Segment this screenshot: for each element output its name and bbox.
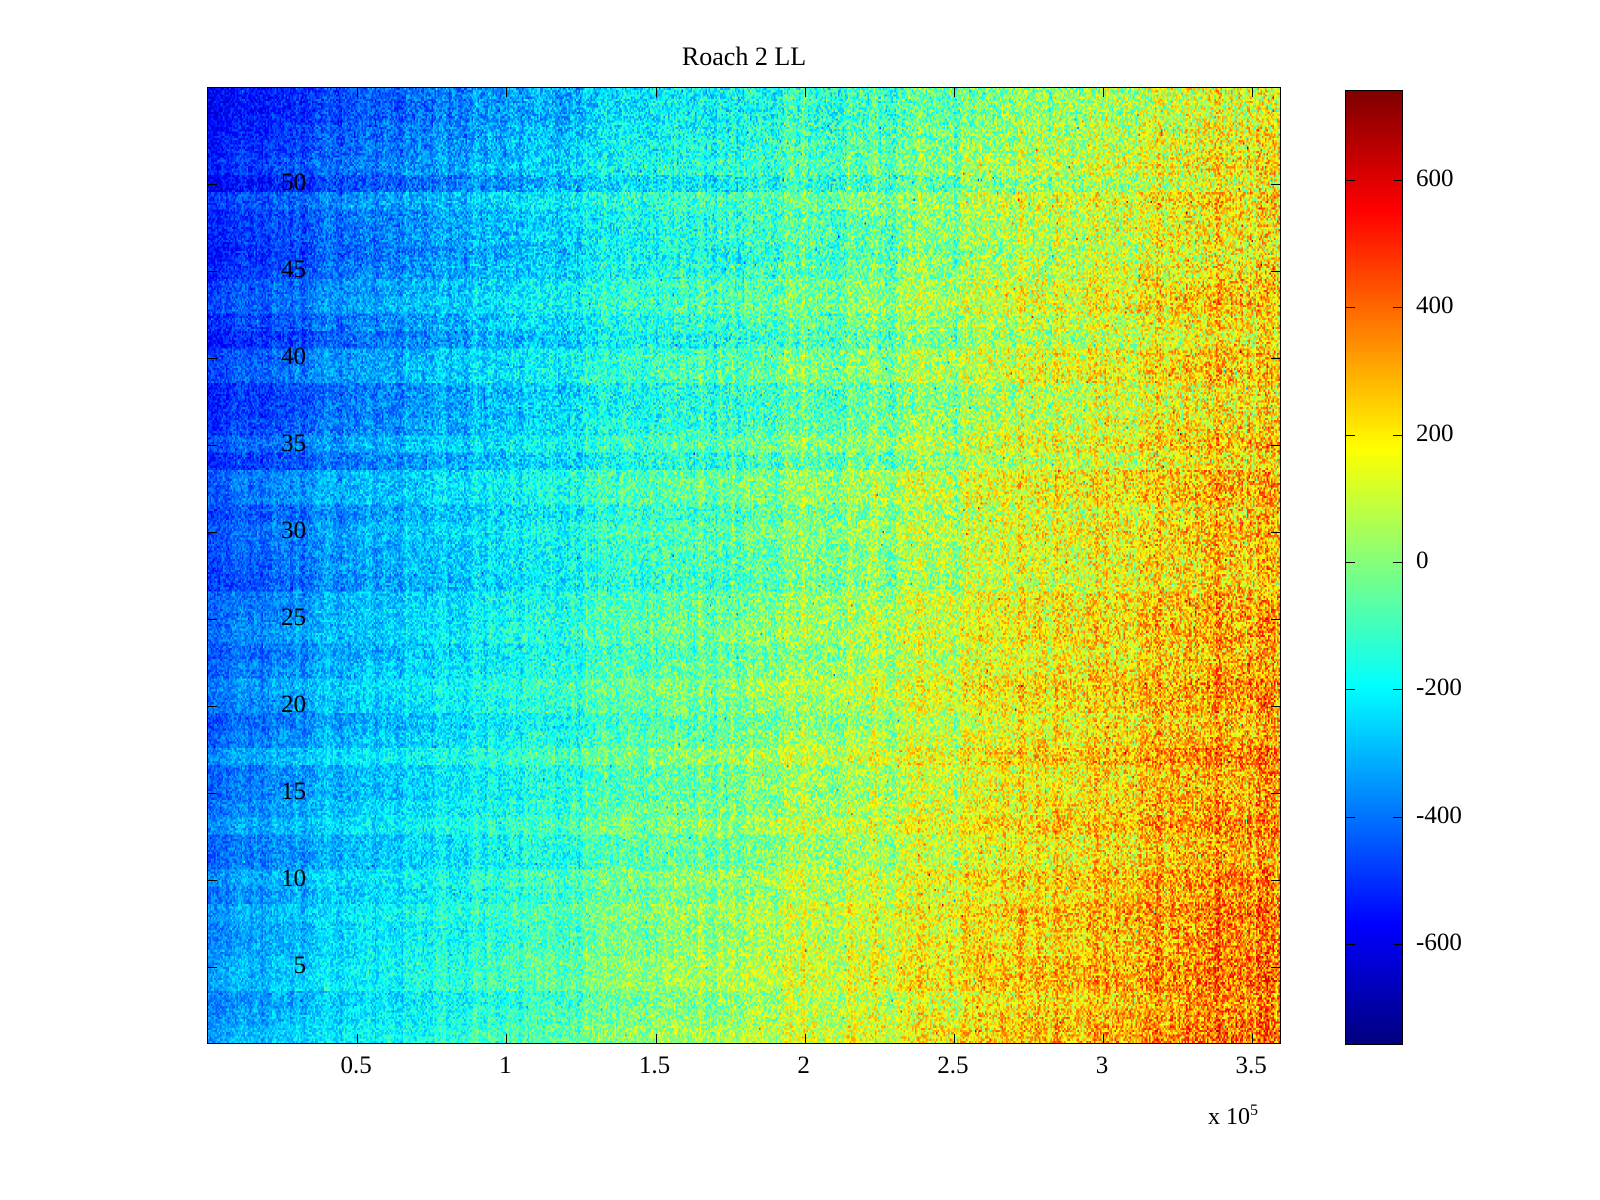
x-axis-tick — [1252, 88, 1254, 97]
y-axis-tick — [208, 444, 217, 446]
colorbar-tick-label: 200 — [1416, 419, 1454, 447]
y-axis-tick — [208, 705, 217, 707]
colorbar-tick — [1393, 562, 1402, 564]
x-axis-tick-label: 0.5 — [340, 1052, 372, 1079]
y-axis-tick-label: 5 — [293, 951, 307, 979]
x-axis-exponent-base: x 10 — [1208, 1104, 1250, 1130]
x-axis-tick — [655, 1034, 657, 1043]
y-axis-tick-label: 30 — [281, 516, 306, 544]
x-axis-exponent-power: 5 — [1250, 1102, 1258, 1119]
x-axis-tick — [804, 88, 806, 97]
colorbar-tick — [1393, 944, 1402, 946]
x-axis-tick-label: 2 — [797, 1052, 810, 1079]
x-axis-tick — [357, 88, 359, 97]
y-axis-tick — [1271, 270, 1280, 272]
y-axis-tick — [208, 879, 217, 881]
x-axis-tick — [506, 88, 508, 97]
y-axis-tick-label: 35 — [281, 429, 306, 457]
colorbar-tick — [1346, 180, 1355, 182]
colorbar-tick — [1346, 944, 1355, 946]
colorbar-tick — [1346, 689, 1355, 691]
x-axis-tick — [506, 1034, 508, 1043]
y-axis-tick — [1271, 531, 1280, 533]
colorbar-tick — [1393, 689, 1402, 691]
colorbar-tick — [1346, 434, 1355, 436]
x-axis-tick-label: 1 — [499, 1052, 512, 1079]
colorbar-tick — [1346, 307, 1355, 309]
colorbar-tick-label: 600 — [1416, 165, 1454, 193]
y-axis-tick — [208, 531, 217, 533]
y-axis-tick — [1271, 183, 1280, 185]
colorbar-tick-label: -400 — [1416, 801, 1462, 829]
page-title: Roach 2 LL — [681, 42, 807, 71]
y-axis-tick-label: 15 — [281, 777, 306, 805]
colorbar-tick — [1393, 180, 1402, 182]
colorbar-tick — [1393, 307, 1402, 309]
colorbar-gradient — [1346, 91, 1402, 1044]
y-axis-tick — [208, 357, 217, 359]
x-axis-tick — [655, 88, 657, 97]
colorbar-tick-label: -600 — [1416, 929, 1462, 957]
colorbar-tick — [1393, 434, 1402, 436]
y-axis-tick — [1271, 966, 1280, 968]
y-axis-tick — [1271, 357, 1280, 359]
heatmap-image — [208, 88, 1280, 1043]
y-axis-tick — [208, 792, 217, 794]
x-axis-tick-label: 1.5 — [638, 1052, 671, 1079]
y-axis-tick — [208, 966, 217, 968]
y-axis-tick — [1271, 444, 1280, 446]
y-axis-tick — [1271, 618, 1280, 620]
colorbar-tick-label: -200 — [1416, 674, 1462, 702]
colorbar — [1345, 90, 1403, 1045]
colorbar-tick — [1346, 562, 1355, 564]
y-axis-tick-label: 25 — [281, 603, 306, 631]
x-axis-tick — [357, 1034, 359, 1043]
x-axis-tick — [1103, 1034, 1104, 1043]
x-axis-tick — [1103, 88, 1104, 97]
x-axis-tick — [804, 1034, 806, 1043]
x-axis-tick-label: 2.5 — [937, 1052, 969, 1079]
y-axis-tick-label: 45 — [281, 255, 306, 283]
y-axis-tick — [208, 618, 217, 620]
y-axis-tick — [1271, 792, 1280, 794]
x-axis-tick-label: 3 — [1095, 1052, 1109, 1079]
colorbar-tick-label: 400 — [1416, 292, 1454, 320]
colorbar-tick — [1393, 816, 1402, 818]
y-axis-tick-label: 50 — [281, 168, 306, 196]
y-axis-tick-label: 10 — [281, 864, 306, 892]
x-axis-tick — [953, 88, 955, 97]
y-axis-tick-label: 20 — [281, 690, 306, 718]
x-axis-tick-label: 3.5 — [1235, 1052, 1267, 1079]
x-axis-tick — [1252, 1034, 1254, 1043]
y-axis-tick — [208, 183, 217, 185]
colorbar-tick — [1346, 816, 1355, 818]
heatmap-axes — [207, 87, 1281, 1044]
x-axis-tick — [953, 1034, 955, 1043]
y-axis-tick — [1271, 705, 1280, 707]
x-axis-exponent: x 105 — [1208, 1102, 1258, 1131]
y-axis-tick-label: 40 — [281, 342, 306, 370]
y-axis-tick — [208, 270, 217, 272]
y-axis-tick — [1271, 879, 1280, 881]
colorbar-tick-label: 0 — [1416, 547, 1429, 575]
